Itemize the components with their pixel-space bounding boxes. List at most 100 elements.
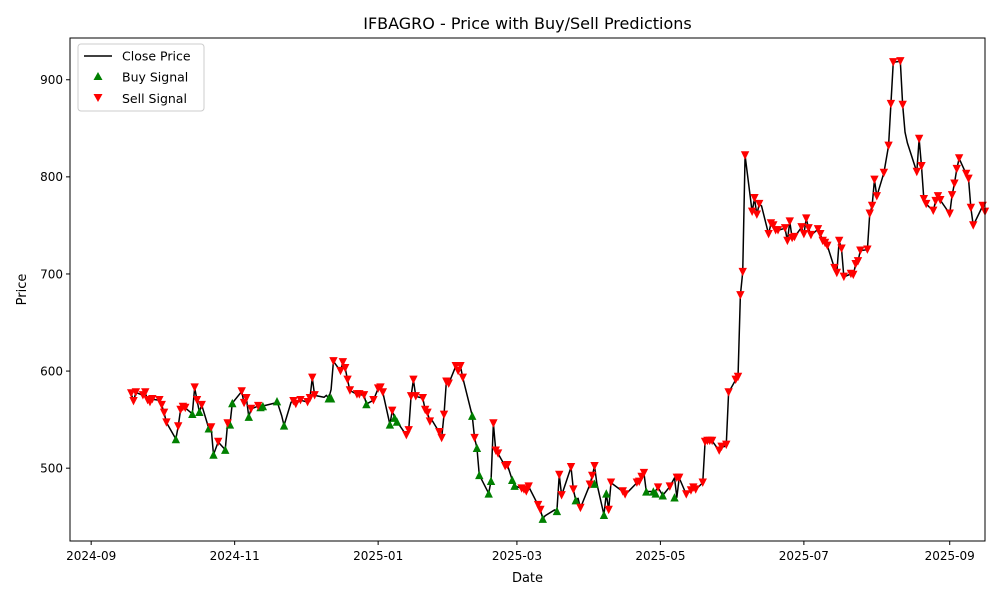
buy-signal-marker xyxy=(599,510,609,519)
buy-signal-marker xyxy=(244,412,253,421)
sell-signal-marker xyxy=(950,179,959,188)
buy-signal-marker xyxy=(508,475,517,485)
buy-signal-marker xyxy=(486,476,496,485)
sell-signal-marker xyxy=(444,379,453,388)
x-tick-label: 2024-11 xyxy=(210,549,260,563)
sell-signal-marker xyxy=(388,406,397,416)
x-tick-label: 2025-07 xyxy=(779,549,829,563)
sell-signal-marker xyxy=(717,442,726,452)
sell-signal-marker xyxy=(246,404,256,414)
sell-signal-marker xyxy=(157,400,166,410)
sell-signal-marker xyxy=(411,392,420,401)
sell-signal-marker xyxy=(914,134,924,144)
sell-signal-marker xyxy=(376,383,385,392)
sell-signal-marker xyxy=(576,503,585,513)
sell-signal-marker xyxy=(435,428,444,437)
sell-signal-marker xyxy=(620,490,630,499)
sell-signal-marker xyxy=(896,57,905,66)
x-tick-label: 2025-01 xyxy=(353,549,403,563)
sell-signal-marker xyxy=(536,505,545,515)
sell-signal-marker xyxy=(197,400,206,410)
sell-signal-marker xyxy=(493,449,503,458)
sell-signal-marker xyxy=(707,436,717,446)
buy-signal-marker xyxy=(362,399,371,409)
sell-signal-marker xyxy=(682,490,691,499)
sell-signal-marker xyxy=(947,191,957,200)
sell-signal-marker xyxy=(698,478,707,487)
sell-signal-marker xyxy=(566,463,576,472)
sell-signal-marker xyxy=(806,230,816,240)
sell-signal-marker xyxy=(639,468,649,478)
y-tick-label: 700 xyxy=(40,267,63,281)
sell-signal-marker xyxy=(736,291,745,300)
sell-signal-marker xyxy=(557,491,566,500)
y-tick-label: 900 xyxy=(40,73,63,87)
sell-signal-marker xyxy=(206,423,216,432)
buy-signal-marker xyxy=(510,481,519,490)
y-tick-label: 800 xyxy=(40,170,63,184)
buy-signal-marker xyxy=(221,445,230,454)
sell-signal-marker xyxy=(802,214,811,223)
sell-signal-marker xyxy=(148,395,157,404)
chart-title: IFBAGRO - Price with Buy/Sell Prediction… xyxy=(363,14,692,33)
buy-signal-marker xyxy=(590,479,599,488)
y-axis: 500 600 700 800 900 xyxy=(40,73,70,475)
sell-signal-marker xyxy=(872,192,881,201)
sell-signal-marker xyxy=(863,245,872,254)
x-axis-title: Date xyxy=(512,571,543,586)
sell-signal-marker xyxy=(724,388,733,397)
sell-signal-marker xyxy=(769,221,778,230)
sell-signal-marker xyxy=(799,229,809,239)
sell-signal-marker xyxy=(783,236,792,246)
buy-signal-marker xyxy=(670,493,679,502)
sell-signal-marker xyxy=(425,417,435,426)
sell-signal-marker xyxy=(369,395,378,405)
sell-signal-marker xyxy=(159,408,169,418)
sell-signal-marker xyxy=(155,395,164,405)
sell-signal-marker xyxy=(606,478,616,487)
sell-signal-marker xyxy=(308,373,317,383)
sell-signal-marker xyxy=(141,388,150,397)
sell-signal-marker xyxy=(912,167,921,177)
sell-signal-marker xyxy=(754,199,764,209)
buy-signal-marker xyxy=(279,421,289,430)
sell-signal-marker xyxy=(338,358,348,367)
buy-signal-marker xyxy=(602,489,611,498)
sell-signal-marker xyxy=(585,480,595,489)
sell-signal-marker xyxy=(336,366,345,376)
sell-signal-marker xyxy=(604,505,613,515)
sell-signal-marker xyxy=(954,154,964,163)
sell-signal-marker xyxy=(870,175,879,184)
sell-signal-marker xyxy=(470,433,479,443)
sell-signal-marker xyxy=(964,174,973,184)
buy-signal-marker xyxy=(484,489,493,498)
sell-signal-marker xyxy=(884,141,893,150)
buy-signal-marker xyxy=(326,394,336,403)
sell-signal-marker xyxy=(849,270,858,280)
sell-signal-marker xyxy=(665,482,675,491)
sell-signal-marker xyxy=(456,362,465,371)
buy-signal-marker xyxy=(475,470,484,480)
buy-signal-marker xyxy=(385,420,395,429)
sell-signal-marker xyxy=(675,473,684,483)
sell-signal-marker xyxy=(291,399,301,409)
sell-signal-marker xyxy=(296,395,305,405)
sell-signal-marker xyxy=(764,229,773,239)
sell-signal-marker xyxy=(961,169,971,179)
sell-signal-marker xyxy=(839,272,849,282)
buy-signal-marker xyxy=(272,396,282,406)
sell-signal-marker xyxy=(181,403,190,413)
sell-signal-marker xyxy=(129,396,138,406)
buy-signal-marker xyxy=(552,506,562,516)
y-axis-title: Price xyxy=(15,274,30,306)
sell-signal-marker xyxy=(830,263,839,273)
sell-signal-marker xyxy=(305,394,315,403)
sell-signal-marker xyxy=(813,225,823,234)
sell-signal-marker xyxy=(458,373,468,383)
x-tick-label: 2025-05 xyxy=(635,549,685,563)
sell-signal-marker xyxy=(945,209,954,218)
sell-signal-marker xyxy=(740,151,750,160)
sell-signal-marker xyxy=(162,418,171,427)
